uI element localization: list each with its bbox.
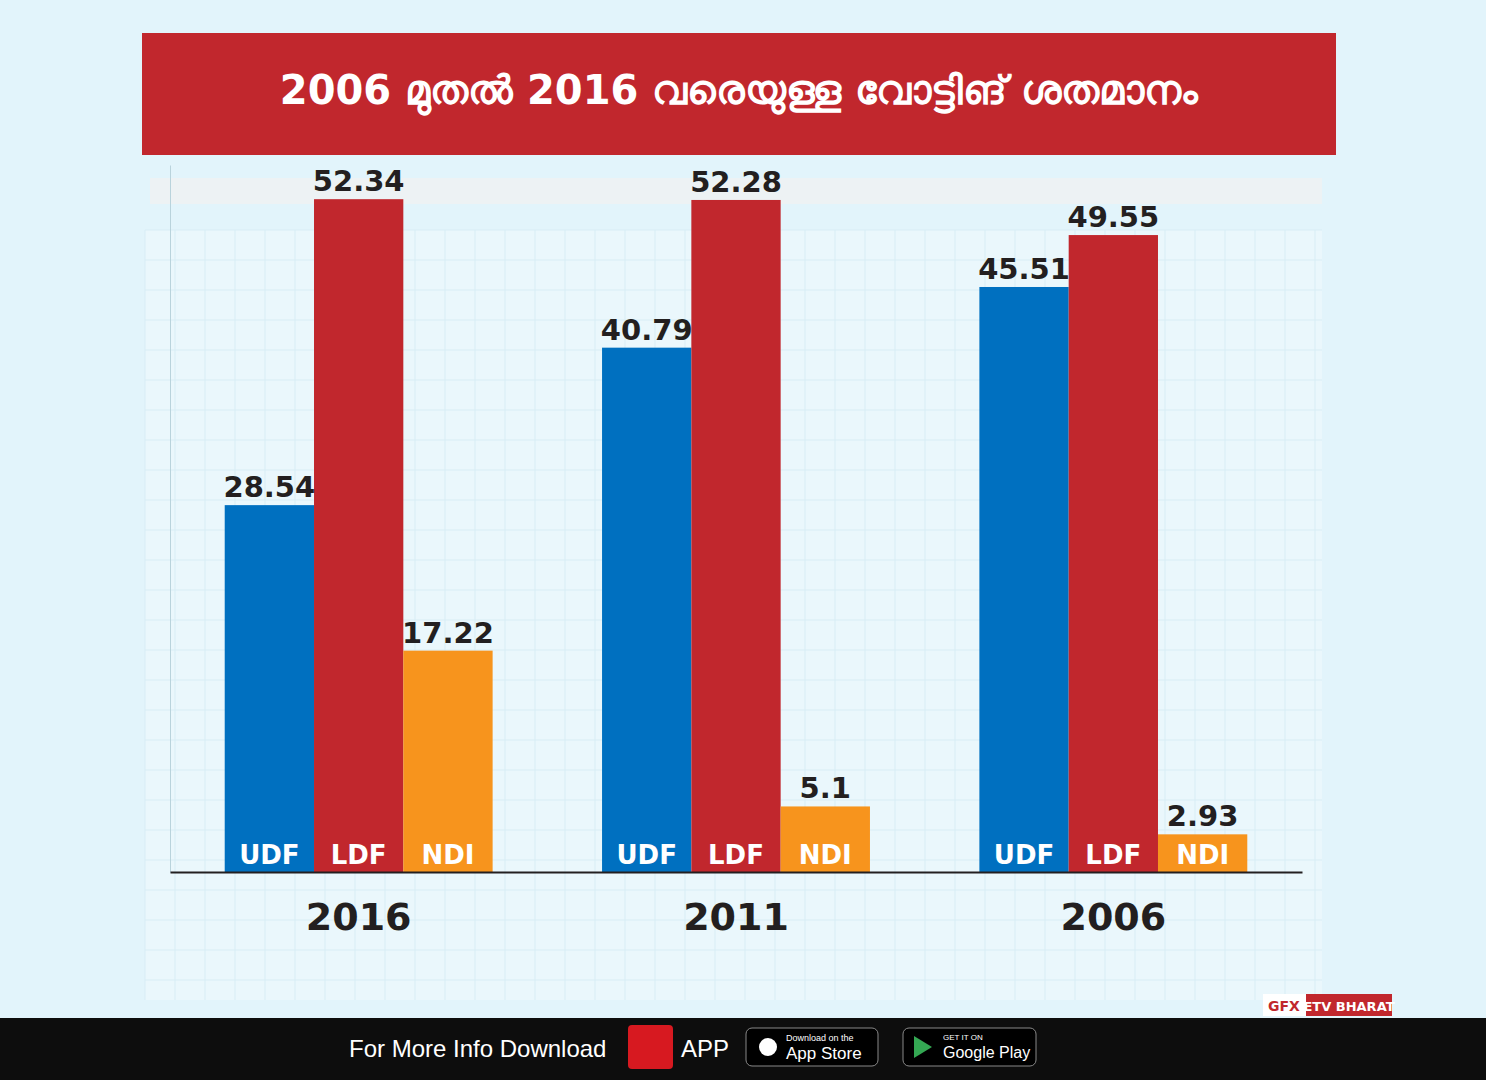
background-grid-line: [565, 230, 566, 1000]
store-text: App Store: [786, 1044, 862, 1063]
store-badge: [903, 1028, 1036, 1066]
title-banner: [142, 33, 1336, 155]
background-grid-line: [175, 230, 176, 1000]
data-label: 52.28: [690, 165, 782, 199]
series-name: UDF: [239, 840, 299, 870]
bar: [979, 287, 1068, 872]
background-grid-line: [1225, 230, 1226, 1000]
background-grid-line: [145, 950, 1322, 951]
background-grid-line: [895, 230, 896, 1000]
bar: [602, 348, 691, 872]
background-grid-line: [1165, 230, 1166, 1000]
series-name: LDF: [1085, 840, 1141, 870]
y-axis-line: [170, 166, 171, 873]
bar: [1158, 834, 1247, 872]
credit-box: [1263, 994, 1306, 1016]
credit-gfx: GFX: [1268, 998, 1300, 1014]
data-label: 52.34: [313, 164, 405, 198]
footer-text: For More Info Download: [349, 1035, 606, 1062]
series-name: NDI: [1176, 840, 1229, 870]
series-name: UDF: [994, 840, 1054, 870]
background-grid-line: [145, 890, 1322, 891]
y-axis: [170, 166, 171, 873]
credit-etv: ETV BHARAT: [1303, 999, 1394, 1014]
data-label: 5.1: [800, 771, 851, 805]
bar: [314, 199, 403, 872]
data-label: 45.51: [978, 252, 1070, 286]
data-label: 49.55: [1067, 200, 1159, 234]
background-grid-line: [145, 230, 146, 1000]
series-name: LDF: [708, 840, 764, 870]
background-grid-line: [955, 230, 956, 1000]
x-tick-label: 2016: [306, 895, 412, 939]
app-logo: [628, 1025, 673, 1069]
background-grid-line: [1195, 230, 1196, 1000]
store-icon: [759, 1038, 777, 1056]
series-name: UDF: [616, 840, 676, 870]
footer-text: APP: [681, 1035, 729, 1062]
bar: [1069, 235, 1158, 872]
x-tick: 2006: [1060, 872, 1166, 939]
background-grid-line: [805, 230, 806, 1000]
bar: [781, 806, 870, 872]
x-tick: 2011: [683, 872, 789, 939]
data-label: 28.54: [223, 470, 315, 504]
background-grid-line: [1315, 230, 1316, 1000]
background-grid-line: [925, 230, 926, 1000]
bar: [403, 651, 492, 872]
x-tick: 2016: [306, 872, 412, 939]
background-grid-line: [145, 980, 1322, 981]
data-label: 17.22: [402, 616, 494, 650]
x-tick-label: 2006: [1060, 895, 1166, 939]
store-badge: [746, 1028, 878, 1066]
series-name: LDF: [331, 840, 387, 870]
background-grid-line: [865, 230, 866, 1000]
background-grid-line: [535, 230, 536, 1000]
background: [0, 0, 1486, 1080]
bars: [225, 199, 1248, 872]
store-text: GET IT ON: [943, 1033, 983, 1042]
x-tick-label: 2011: [683, 895, 789, 939]
store-text: Google Play: [943, 1044, 1030, 1061]
data-label: 2.93: [1167, 799, 1239, 833]
bar: [225, 505, 314, 872]
series-name: NDI: [799, 840, 852, 870]
bar: [691, 200, 780, 872]
background-grid-line: [505, 230, 506, 1000]
series-name: NDI: [421, 840, 474, 870]
chart: 2006 മുതൽ 2016 വരെയുള്ള വോട്ടിങ് ശതമാനം 2…: [0, 0, 1486, 1080]
labels: 28.54 UDF 40.79 UDF 45.51 UDF 52.34 LDF 52.28 LDF…: [223, 164, 1238, 870]
background-grid-line: [205, 230, 206, 1000]
data-label: 40.79: [601, 313, 693, 347]
x-axis: 2016 2011 2006: [171, 872, 1303, 939]
footer: [0, 1018, 1486, 1080]
background-grid-line: [595, 230, 596, 1000]
x-axis-line: [171, 872, 1303, 874]
store-text: Download on the: [786, 1033, 854, 1043]
title: 2006 മുതൽ 2016 വരെയുള്ള വോട്ടിങ് ശതമാനം: [280, 67, 1199, 116]
background-grid-line: [1255, 230, 1256, 1000]
background-grid-line: [1285, 230, 1286, 1000]
store-icon: [914, 1036, 932, 1058]
background-grid-line: [835, 230, 836, 1000]
